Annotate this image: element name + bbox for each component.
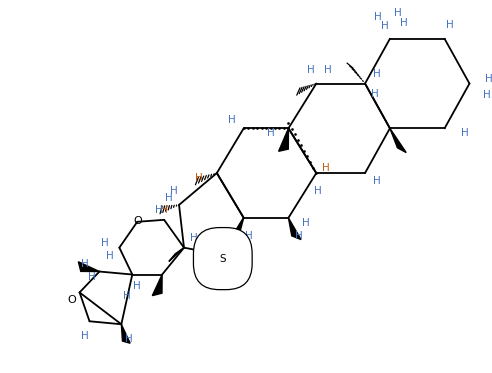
Polygon shape	[232, 218, 244, 237]
Text: H: H	[190, 233, 198, 243]
Text: H: H	[374, 12, 382, 22]
Polygon shape	[78, 262, 99, 272]
Text: H: H	[160, 205, 168, 215]
Polygon shape	[278, 128, 288, 151]
Polygon shape	[122, 324, 130, 343]
Text: H: H	[303, 218, 310, 228]
Text: H: H	[295, 231, 302, 241]
Text: H: H	[314, 186, 322, 196]
Text: H: H	[371, 88, 379, 98]
Text: H: H	[235, 231, 243, 241]
Text: H: H	[100, 238, 108, 248]
Text: S: S	[219, 254, 226, 264]
Text: H: H	[400, 18, 408, 28]
Polygon shape	[169, 248, 184, 261]
Polygon shape	[390, 128, 406, 153]
Text: H: H	[133, 282, 141, 291]
Text: H: H	[235, 255, 243, 264]
Text: H: H	[170, 186, 178, 196]
Polygon shape	[288, 218, 301, 239]
Text: H: H	[195, 173, 203, 183]
Text: H: H	[81, 331, 89, 341]
Text: H: H	[484, 91, 491, 100]
Text: H: H	[381, 21, 389, 31]
Text: H: H	[227, 270, 235, 279]
Text: H: H	[125, 334, 133, 344]
Polygon shape	[153, 275, 162, 296]
Text: H: H	[394, 8, 402, 18]
Text: H: H	[373, 69, 381, 79]
Text: O: O	[133, 216, 142, 226]
Text: H: H	[486, 73, 492, 84]
Text: H: H	[308, 65, 315, 75]
Text: H: H	[324, 65, 332, 75]
Text: H: H	[267, 128, 275, 138]
Text: H: H	[245, 231, 252, 241]
Text: H: H	[88, 272, 95, 282]
Text: H: H	[322, 163, 330, 173]
Text: H: H	[373, 176, 381, 186]
Text: O: O	[67, 295, 76, 305]
Text: H: H	[165, 193, 173, 203]
Text: H: H	[81, 258, 89, 269]
Text: H: H	[155, 205, 163, 215]
Text: H: H	[105, 251, 113, 261]
Text: H: H	[228, 115, 236, 125]
Text: H: H	[446, 20, 454, 30]
Text: H: H	[123, 291, 131, 301]
Text: H: H	[461, 128, 468, 138]
